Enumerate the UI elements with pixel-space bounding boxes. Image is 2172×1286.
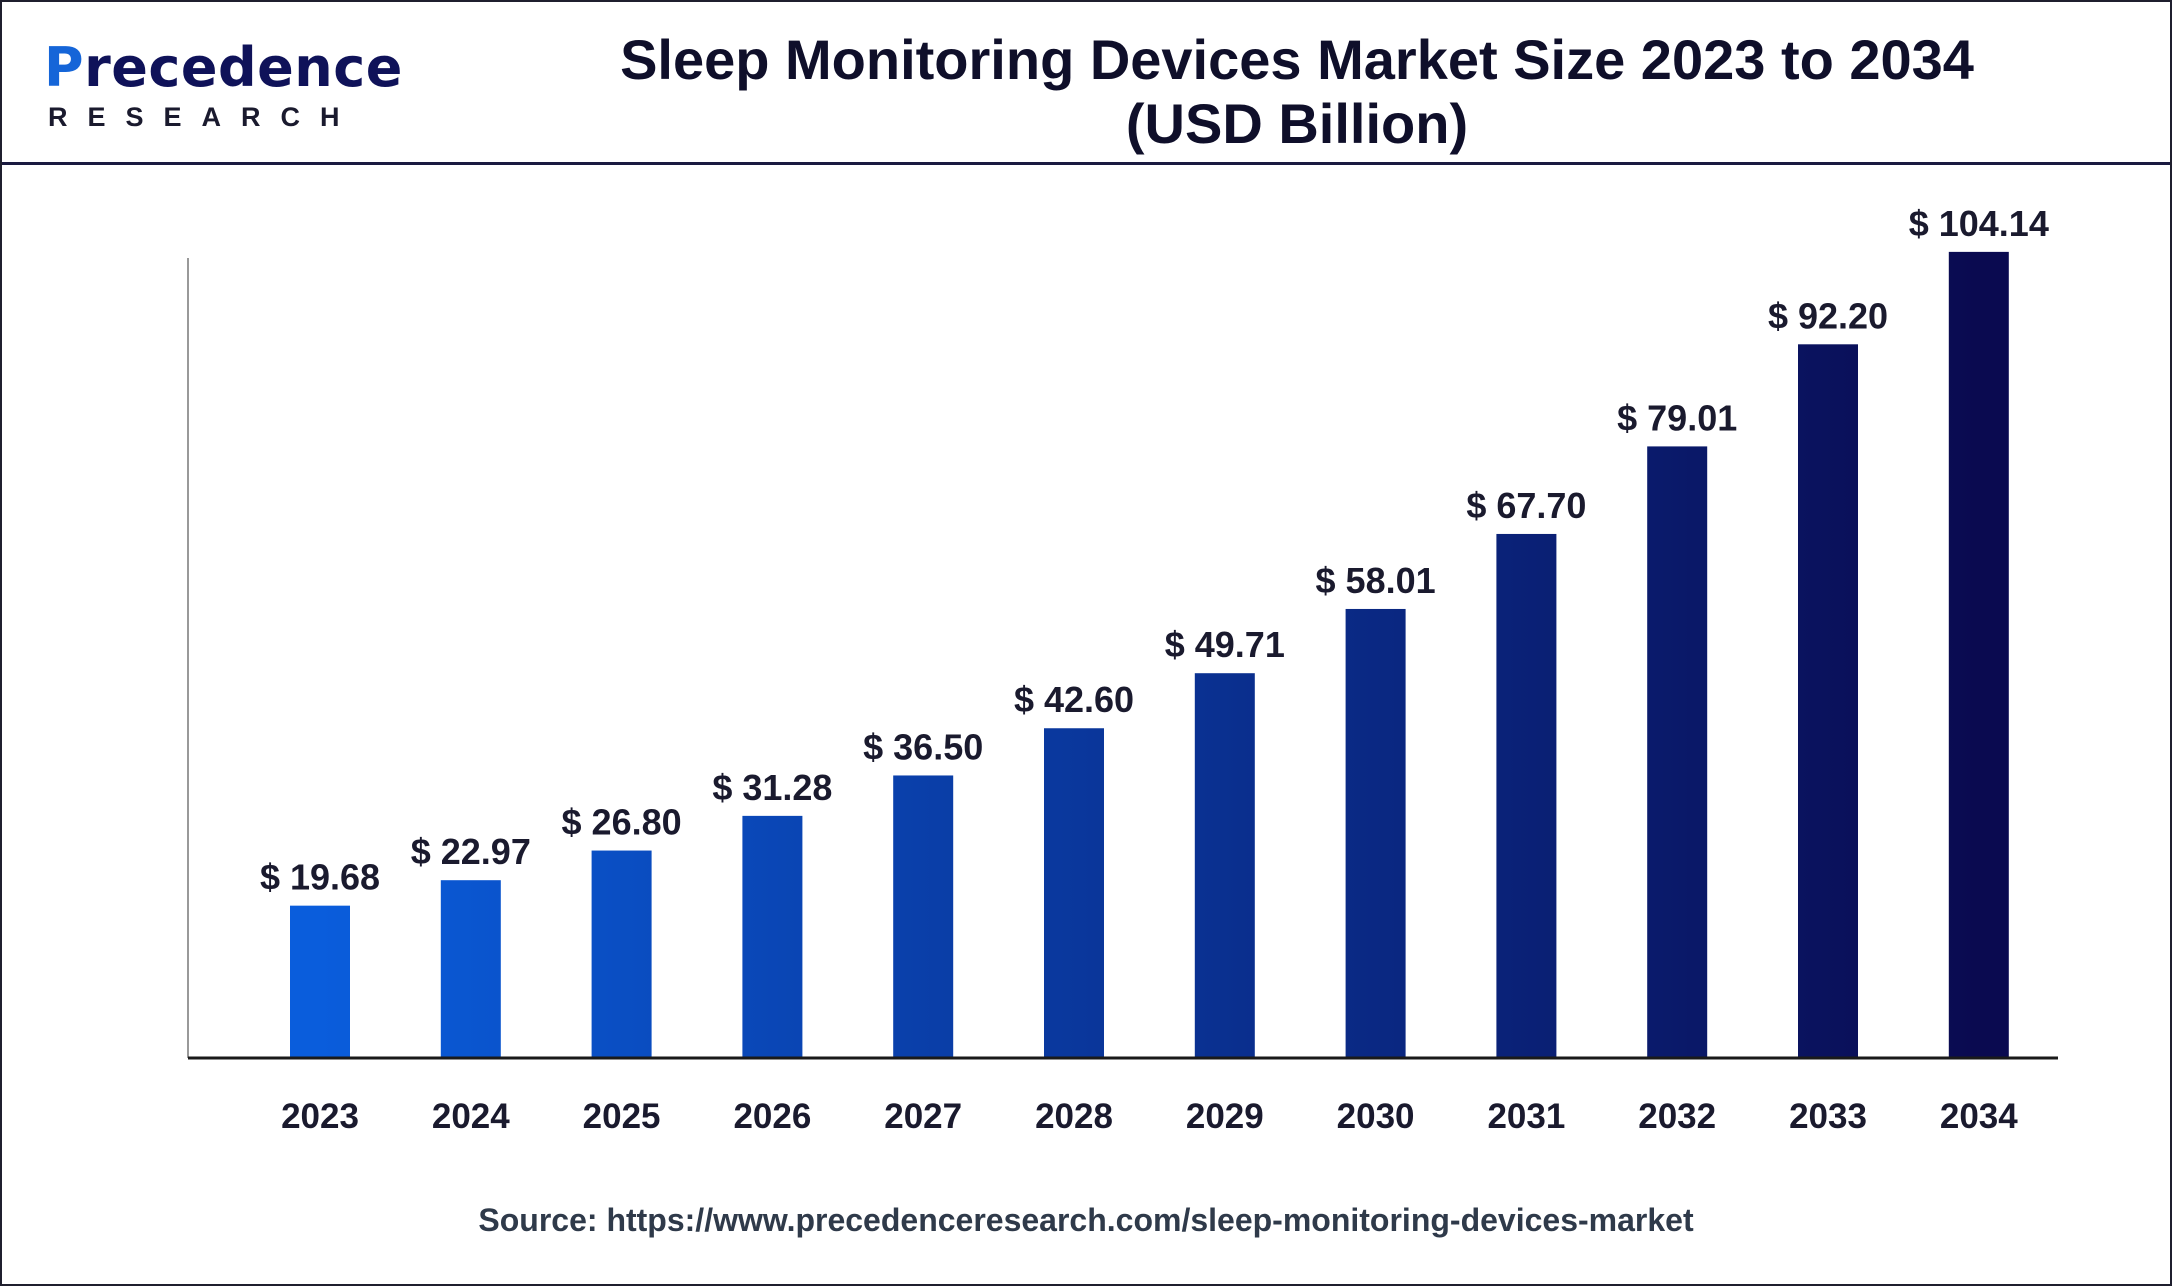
value-label-2026: $ 31.28 xyxy=(712,767,832,808)
chart-title-line1: Sleep Monitoring Devices Market Size 202… xyxy=(620,28,1974,91)
value-label-2030: $ 58.01 xyxy=(1316,560,1436,601)
bar-2028 xyxy=(1044,728,1104,1058)
chart-title: Sleep Monitoring Devices Market Size 202… xyxy=(462,28,2132,156)
value-label-2029: $ 49.71 xyxy=(1165,624,1285,665)
chart-title-line2: (USD Billion) xyxy=(1125,92,1469,155)
value-label-2032: $ 79.01 xyxy=(1617,397,1737,438)
x-tick-label-2032: 2032 xyxy=(1638,1097,1716,1136)
bar-2033 xyxy=(1798,344,1858,1058)
x-tick-label-2028: 2028 xyxy=(1035,1097,1113,1136)
header: Precedence RESEARCH Sleep Monitoring Dev… xyxy=(2,2,2170,165)
value-label-2025: $ 26.80 xyxy=(562,802,682,843)
bar-2025 xyxy=(591,850,652,1058)
x-tick-label-2027: 2027 xyxy=(884,1097,962,1136)
bar-2032 xyxy=(1647,446,1708,1059)
value-label-2028: $ 42.60 xyxy=(1014,679,1134,720)
bar-2029 xyxy=(1194,673,1255,1058)
logo-initial: P xyxy=(44,36,85,99)
x-tick-label-2031: 2031 xyxy=(1487,1097,1565,1136)
bar-2034 xyxy=(1948,251,2009,1058)
bar-2024 xyxy=(440,880,501,1058)
value-label-2033: $ 92.20 xyxy=(1768,295,1888,336)
x-tick-label-2030: 2030 xyxy=(1337,1097,1415,1136)
bar-2031 xyxy=(1496,533,1557,1058)
x-tick-label-2024: 2024 xyxy=(432,1097,510,1136)
x-tick-label-2023: 2023 xyxy=(281,1097,359,1136)
precedence-research-logo: Precedence RESEARCH xyxy=(44,38,402,138)
x-tick-label-2033: 2033 xyxy=(1789,1097,1867,1136)
bar-chart: $ 19.68 2023 $ 22.97 2024 $ 26.80 2025 $ 31.28… xyxy=(187,203,2058,1136)
value-label-2034: $ 104.14 xyxy=(1909,203,2049,244)
x-tick-label-2034: 2034 xyxy=(1940,1097,2018,1136)
bars-group: $ 19.68 2023 $ 22.97 2024 $ 26.80 2025 $ 31.28… xyxy=(260,203,2049,1136)
x-tick-label-2029: 2029 xyxy=(1186,1097,1264,1136)
logo-wordmark: Precedence xyxy=(44,38,403,98)
bar-2023 xyxy=(290,905,350,1058)
value-label-2031: $ 67.70 xyxy=(1466,485,1586,526)
value-label-2027: $ 36.50 xyxy=(863,726,983,767)
value-label-2024: $ 22.97 xyxy=(411,831,531,872)
logo-subtitle: RESEARCH xyxy=(48,102,360,132)
source-note: Source: https://www.precedenceresearch.c… xyxy=(478,1202,1694,1238)
logo-name: recedence xyxy=(84,36,403,99)
bar-2030 xyxy=(1345,608,1406,1058)
x-tick-label-2025: 2025 xyxy=(583,1097,661,1136)
bar-2027 xyxy=(893,775,954,1058)
x-tick-label-2026: 2026 xyxy=(733,1097,811,1136)
value-label-2023: $ 19.68 xyxy=(260,857,380,898)
bar-2026 xyxy=(742,815,803,1058)
